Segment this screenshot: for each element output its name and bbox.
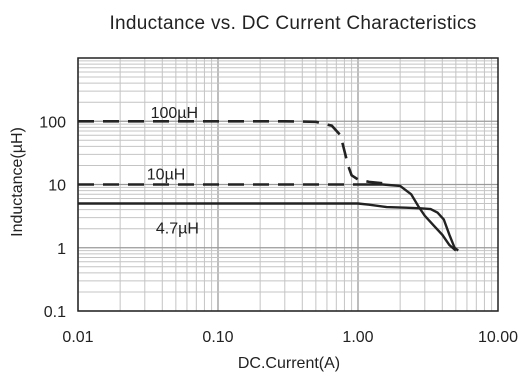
series-layer [78,120,459,252]
series-line-10H-tail [358,183,457,252]
y-tick-label: 1 [57,241,66,258]
x-tick-label: 1.00 [342,329,373,346]
x-tick-labels: 0.01 0.10 1.00 10.00 [62,329,518,346]
y-tick-labels: 0.1 1 10 100 [39,114,66,321]
series-labels: 100µH 10µH 4.7µH [147,105,199,237]
series-label: 10µH [147,166,186,183]
y-tick-label: 10 [48,178,66,195]
series-label: 100µH [151,105,198,122]
x-axis-label: DC.Current(A) [238,355,340,372]
x-tick-label: 10.00 [478,329,518,346]
x-tick-label: 0.10 [202,329,233,346]
series-line-100H [78,120,383,185]
series-line-4-7H [78,202,459,252]
x-tick-label: 0.01 [62,329,93,346]
y-axis-label: Inductance(µH) [9,127,26,237]
y-tick-label: 0.1 [44,304,66,321]
y-tick-label: 100 [39,114,66,131]
series-label: 4.7µH [156,220,199,237]
chart-title: Inductance vs. DC Current Characteristic… [109,13,476,34]
